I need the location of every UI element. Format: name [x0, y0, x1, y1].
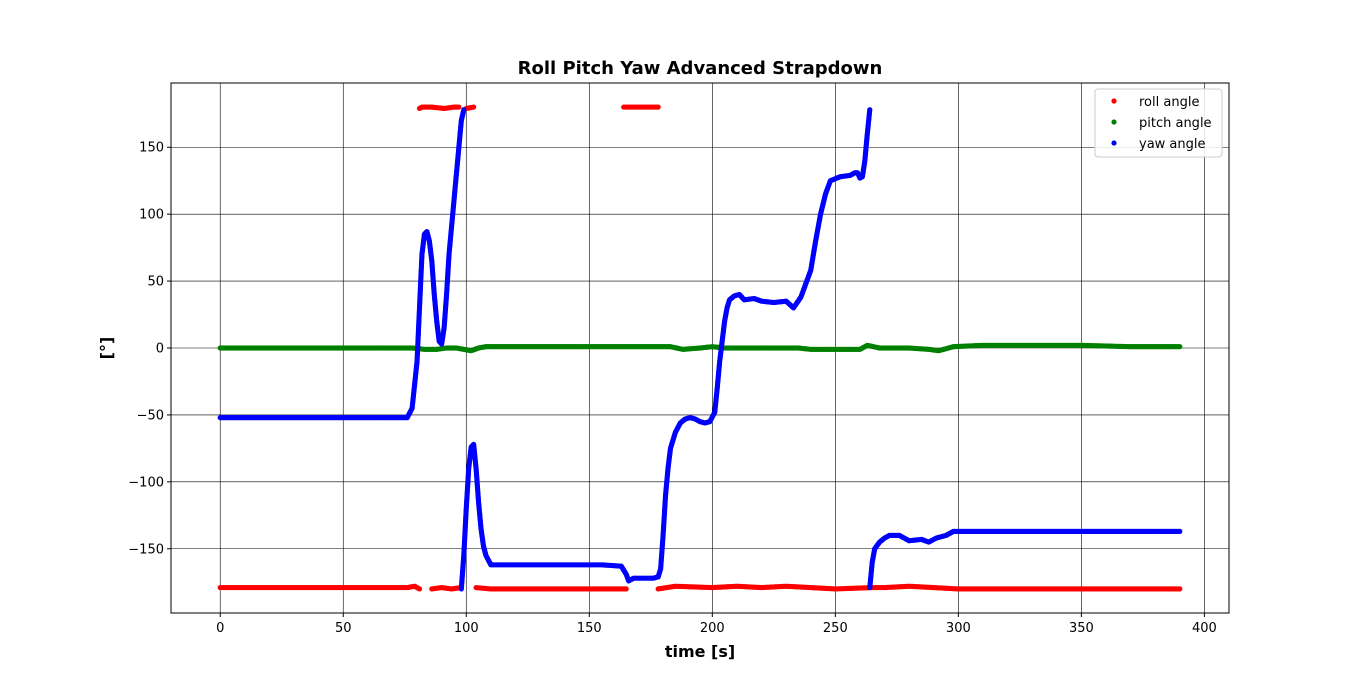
legend-marker-yaw: [1111, 140, 1117, 146]
x-tick-label: 350: [1069, 621, 1094, 636]
y-tick-label: −100: [128, 475, 164, 490]
y-tick-label: −50: [137, 408, 164, 423]
data-point-yaw-angle: [1177, 528, 1183, 534]
legend-box: [1094, 88, 1223, 158]
x-tick-label: 0: [216, 621, 224, 636]
data-point-yaw-angle: [461, 107, 467, 113]
x-axis-label: time [s]: [665, 642, 735, 661]
grid: [171, 83, 1229, 613]
x-tick-label: 300: [946, 621, 971, 636]
legend-label-pitch: pitch angle: [1139, 116, 1212, 131]
data-point-roll-angle: [655, 104, 661, 110]
y-tick-label: 100: [139, 208, 164, 223]
series-roll-angle: [217, 104, 1183, 592]
x-tick-label: 400: [1192, 621, 1217, 636]
data-point-pitch-angle: [1177, 344, 1183, 350]
x-tick-label: 150: [577, 621, 602, 636]
legend-label-yaw: yaw angle: [1139, 137, 1206, 152]
ticks: 0 50 100 150 200 250 300 350 400 −150 −100 −50 0 50 10…: [128, 141, 1217, 636]
data-point-roll-angle: [623, 586, 629, 592]
x-tick-label: 50: [335, 621, 352, 636]
plot-data: [217, 104, 1183, 592]
y-tick-label: −150: [128, 542, 164, 557]
legend-marker-roll: [1111, 98, 1117, 104]
x-tick-label: 100: [454, 621, 479, 636]
data-point-roll-angle: [471, 104, 477, 110]
legend: roll angle pitch angle yaw angle: [1094, 88, 1223, 158]
data-point-yaw-angle: [867, 107, 873, 113]
x-tick-label: 250: [823, 621, 848, 636]
data-point-roll-angle: [1177, 586, 1183, 592]
legend-label-roll: roll angle: [1139, 95, 1199, 110]
data-point-roll-angle: [456, 104, 462, 110]
y-tick-label: 0: [156, 342, 164, 357]
y-tick-label: 150: [139, 141, 164, 156]
series-pitch-angle: [217, 342, 1183, 354]
legend-marker-pitch: [1111, 119, 1117, 125]
y-tick-label: 50: [147, 275, 164, 290]
data-point-roll-angle: [416, 586, 423, 592]
x-tick-label: 200: [700, 621, 725, 636]
chart-title: Roll Pitch Yaw Advanced Strapdown: [518, 58, 883, 79]
series-yaw-angle: [217, 107, 1183, 592]
y-axis-label: [°]: [97, 337, 116, 360]
